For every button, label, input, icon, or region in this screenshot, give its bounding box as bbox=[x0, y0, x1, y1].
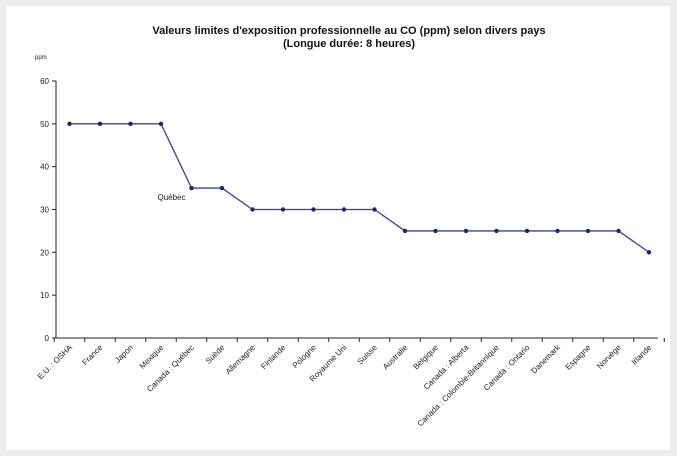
x-tick-label: Japon bbox=[113, 343, 135, 365]
x-tick-label: Espagne bbox=[564, 343, 593, 372]
data-point bbox=[128, 121, 133, 127]
x-tick-label: Danemark bbox=[529, 342, 562, 375]
data-point bbox=[189, 185, 194, 191]
y-tick-labels: 0 10 20 30 40 50 60 bbox=[40, 77, 49, 343]
x-tick-label: Mexique bbox=[138, 343, 166, 371]
x-tick-label: Norvège bbox=[595, 343, 623, 371]
y-tick-label: 60 bbox=[40, 77, 49, 86]
data-point bbox=[494, 228, 499, 234]
data-point bbox=[311, 207, 316, 212]
y-tick-label: 0 bbox=[45, 334, 50, 343]
x-tick-label: Australie bbox=[381, 343, 410, 372]
x-tick-label: France bbox=[80, 343, 104, 367]
data-point bbox=[158, 121, 164, 127]
plot-area bbox=[67, 121, 652, 255]
annotations: Québec bbox=[157, 193, 185, 202]
data-point bbox=[433, 228, 438, 234]
data-point bbox=[402, 228, 408, 234]
data-point bbox=[524, 228, 530, 234]
chart-frame: Valeurs limites d'exposition professionn… bbox=[6, 6, 670, 450]
data-point bbox=[372, 207, 377, 212]
axes bbox=[52, 80, 665, 342]
y-tick-label: 20 bbox=[40, 248, 49, 257]
x-tick-label: Finlande bbox=[259, 343, 287, 371]
chart-title: Valeurs limites d'exposition professionn… bbox=[152, 25, 545, 37]
data-point bbox=[280, 207, 286, 212]
line-chart: Valeurs limites d'exposition professionn… bbox=[35, 25, 665, 428]
data-point bbox=[463, 228, 469, 234]
x-tick-label: Suède bbox=[204, 343, 227, 366]
data-point bbox=[341, 207, 347, 212]
data-point bbox=[250, 207, 255, 212]
y-tick-label: 50 bbox=[40, 120, 49, 129]
data-point bbox=[219, 185, 225, 191]
data-point bbox=[67, 121, 72, 127]
series-line bbox=[69, 123, 650, 253]
y-tick-label: 40 bbox=[40, 163, 49, 172]
x-tick-label: Suisse bbox=[356, 343, 380, 367]
x-tick-label: Pologne bbox=[291, 343, 319, 371]
data-point bbox=[555, 228, 560, 234]
y-tick-label: 30 bbox=[40, 206, 49, 215]
y-axis-unit: ppm bbox=[35, 55, 47, 61]
data-point bbox=[616, 228, 621, 234]
data-point bbox=[646, 250, 652, 255]
chart-subtitle: (Longue durée: 8 heures) bbox=[283, 38, 415, 50]
data-point bbox=[97, 121, 103, 127]
x-tick-label: Allemagne bbox=[224, 343, 257, 376]
data-point bbox=[585, 228, 591, 234]
x-tick-label: Belgique bbox=[412, 343, 441, 372]
y-tick-label: 10 bbox=[40, 291, 49, 300]
x-tick-label: Irlande bbox=[630, 343, 654, 367]
annotation-label: Québec bbox=[157, 193, 185, 202]
x-tick-label: E.U. : OSHA bbox=[36, 343, 75, 382]
